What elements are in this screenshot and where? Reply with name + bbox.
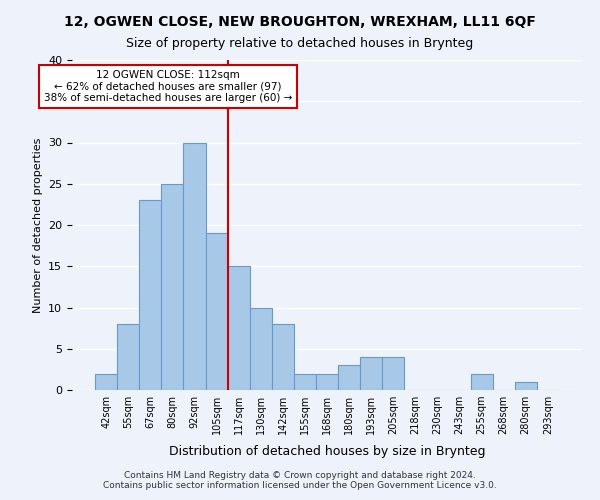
Bar	[184, 142, 206, 390]
Bar	[250, 308, 272, 390]
Bar	[360, 357, 382, 390]
Bar	[161, 184, 184, 390]
Bar	[294, 374, 316, 390]
Bar	[316, 374, 338, 390]
Bar	[117, 324, 139, 390]
Bar	[227, 266, 250, 390]
Bar	[272, 324, 294, 390]
X-axis label: Distribution of detached houses by size in Brynteg: Distribution of detached houses by size …	[169, 446, 485, 458]
Text: Size of property relative to detached houses in Brynteg: Size of property relative to detached ho…	[127, 38, 473, 51]
Bar	[382, 357, 404, 390]
Text: 12, OGWEN CLOSE, NEW BROUGHTON, WREXHAM, LL11 6QF: 12, OGWEN CLOSE, NEW BROUGHTON, WREXHAM,…	[64, 15, 536, 29]
Y-axis label: Number of detached properties: Number of detached properties	[32, 138, 43, 312]
Text: 12 OGWEN CLOSE: 112sqm
← 62% of detached houses are smaller (97)
38% of semi-det: 12 OGWEN CLOSE: 112sqm ← 62% of detached…	[44, 70, 292, 103]
Bar	[515, 382, 537, 390]
Bar	[470, 374, 493, 390]
Bar	[206, 233, 227, 390]
Bar	[338, 365, 360, 390]
Text: Contains HM Land Registry data © Crown copyright and database right 2024.
Contai: Contains HM Land Registry data © Crown c…	[103, 470, 497, 490]
Bar	[139, 200, 161, 390]
Bar	[95, 374, 117, 390]
